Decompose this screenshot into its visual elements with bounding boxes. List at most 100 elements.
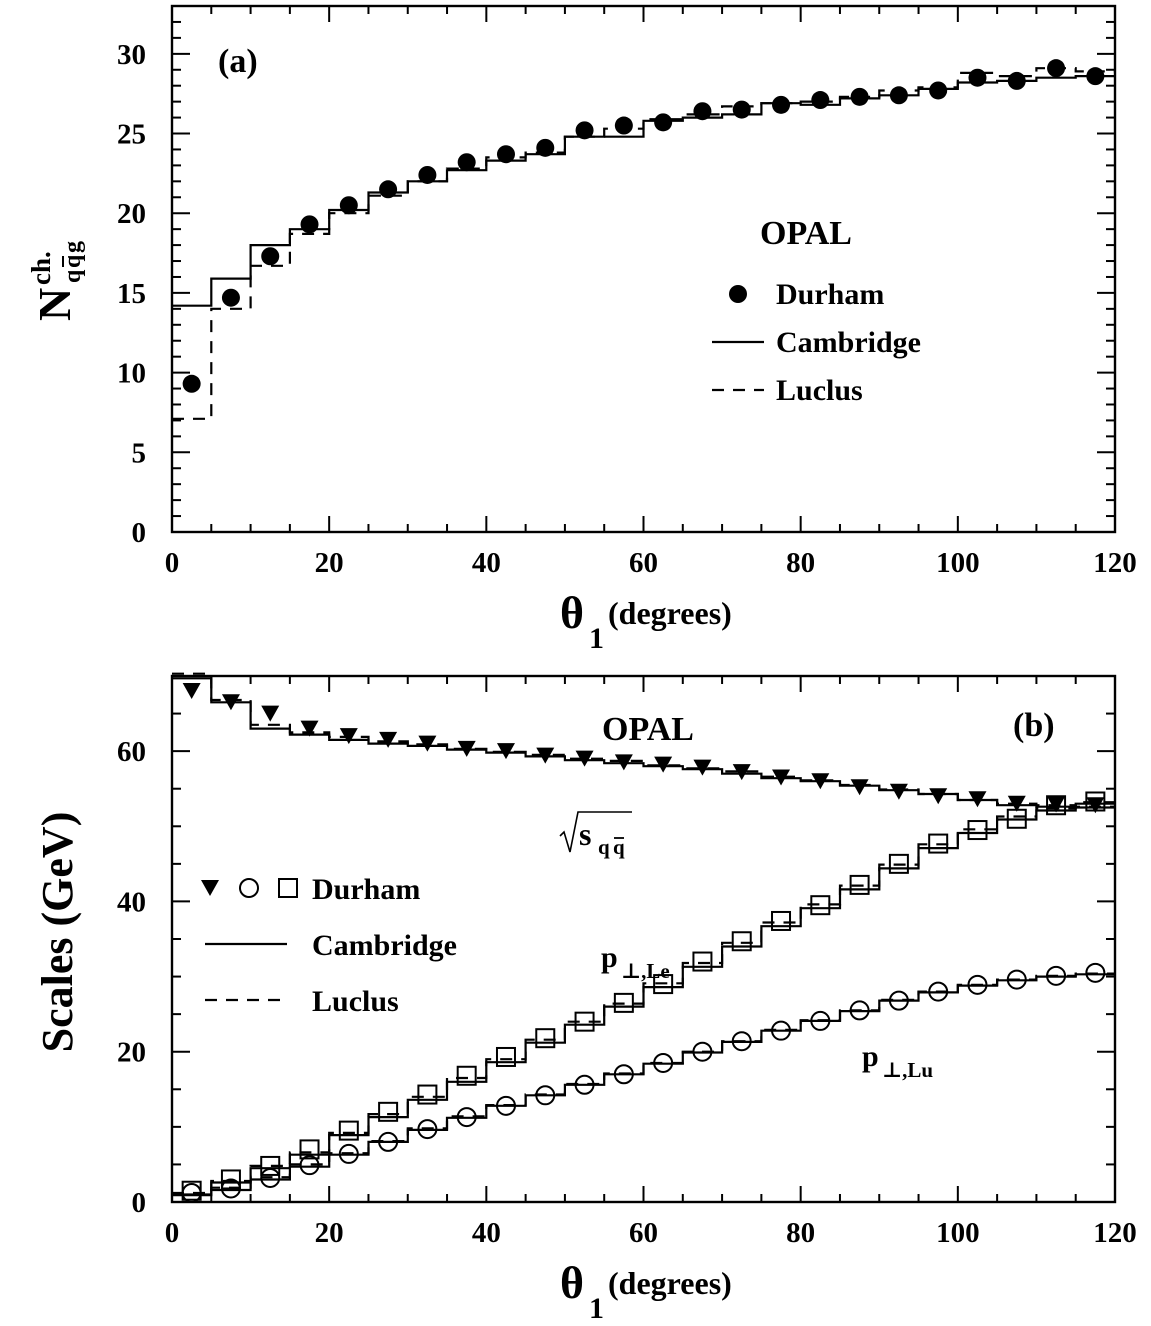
data-point-b-sqrt-s-durham xyxy=(300,720,319,737)
data-point-b-sqrt-s-durham xyxy=(850,779,869,796)
sqrt-s-sub-2: q xyxy=(613,835,625,859)
y-axis-label-a: N ch. q q g xyxy=(26,241,86,321)
axis-ticks-a xyxy=(171,5,1116,533)
y-label-a-sup: ch. xyxy=(26,251,56,285)
a-ytick-label: 0 xyxy=(132,517,147,549)
data-point-b-p-lu-durham xyxy=(299,1155,320,1176)
data-point-a-durham xyxy=(1086,67,1105,86)
data-point-a-durham xyxy=(1007,71,1026,90)
sqrt-sign xyxy=(559,811,632,853)
data-point-a-durham xyxy=(339,196,358,215)
a-xtick-label: 20 xyxy=(315,547,344,579)
a-xtick-label: 80 xyxy=(786,547,815,579)
data-point-b-sqrt-s-durham xyxy=(379,731,398,748)
legend-b-circle-marker xyxy=(239,878,259,898)
data-point-b-sqrt-s-durham xyxy=(457,740,476,757)
data-point-b-p-le-durham xyxy=(810,895,831,916)
p-lu-sub: ⊥,Lu xyxy=(882,1058,933,1082)
data-point-a-durham xyxy=(968,68,987,87)
annotation-sqrt-s: s q q xyxy=(559,811,632,859)
data-point-b-p-lu-durham xyxy=(456,1107,477,1128)
data-point-a-durham xyxy=(693,102,712,121)
data-point-b-p-le-durham xyxy=(771,910,792,931)
panel-label-b: (b) xyxy=(1013,707,1055,744)
b-xtick-label: 0 xyxy=(165,1217,180,1249)
x-label-b-sub: 1 xyxy=(589,1292,604,1325)
panel-label-a: (a) xyxy=(218,43,258,80)
data-point-a-durham xyxy=(300,215,319,234)
data-point-a-durham xyxy=(496,145,515,164)
b-xtick-label: 60 xyxy=(629,1217,658,1249)
data-point-b-p-lu-durham xyxy=(338,1143,359,1164)
data-point-b-sqrt-s-durham xyxy=(1007,795,1026,812)
data-point-b-sqrt-s-durham xyxy=(1086,797,1105,814)
legend-b-triangle-marker xyxy=(201,880,219,896)
data-point-a-durham xyxy=(850,87,869,106)
data-point-b-sqrt-s-durham xyxy=(261,705,280,722)
data-point-b-p-le-durham xyxy=(378,1101,399,1122)
data-point-b-p-lu-durham xyxy=(1006,969,1027,990)
data-point-b-p-le-durham xyxy=(417,1084,438,1105)
data-point-b-sqrt-s-durham xyxy=(968,791,987,808)
data-point-a-durham xyxy=(772,95,791,114)
data-point-a-durham xyxy=(575,121,594,140)
a-xtick-label: 120 xyxy=(1093,547,1137,579)
data-point-b-p-lu-durham xyxy=(692,1041,713,1062)
data-point-a-durham xyxy=(654,113,673,132)
data-point-b-sqrt-s-durham xyxy=(889,783,908,800)
data-point-b-p-le-durham xyxy=(888,853,909,874)
data-point-b-p-le-durham xyxy=(849,874,870,895)
data-point-b-p-lu-durham xyxy=(181,1182,202,1203)
panel-a: 0 20 40 60 80 100 120 0 5 10 15 20 25 30 (a) OPAL Dur… xyxy=(26,4,1137,655)
data-point-b-sqrt-s-durham xyxy=(654,756,673,773)
data-point-b-sqrt-s-durham xyxy=(772,769,791,786)
data-point-b-p-le-durham xyxy=(574,1011,595,1032)
legend-luclus-label: Luclus xyxy=(776,374,863,407)
y-label-a-sub-2: q xyxy=(60,254,86,268)
a-xtick-label: 60 xyxy=(629,547,658,579)
histograms-b xyxy=(172,672,1115,1197)
data-point-a-durham xyxy=(221,288,240,307)
p-le-sub: ⊥,Le xyxy=(621,959,670,983)
x-label-a-units: (degrees) xyxy=(608,595,732,631)
data-point-b-p-le-durham xyxy=(260,1155,281,1176)
a-xtick-label: 100 xyxy=(936,547,980,579)
a-ytick-label: 15 xyxy=(117,278,146,310)
data-point-b-p-lu-durham xyxy=(771,1020,792,1041)
y-label-a-sub-1: q xyxy=(60,269,86,283)
data-point-b-p-le-durham xyxy=(692,951,713,972)
legend-b-durham-label: Durham xyxy=(312,873,420,906)
axis-ticks-b xyxy=(171,675,1116,1203)
b-xtick-label: 100 xyxy=(936,1217,980,1249)
sqrt-s-sub-1: q xyxy=(598,835,610,859)
histogram-b-sqrt-s-luclus xyxy=(172,672,1115,808)
data-point-b-p-le-durham xyxy=(456,1065,477,1086)
data-point-a-durham xyxy=(261,247,280,266)
a-ytick-label: 20 xyxy=(117,198,146,230)
data-point-b-sqrt-s-durham xyxy=(182,683,201,700)
data-point-b-sqrt-s-durham xyxy=(811,773,830,790)
data-point-b-sqrt-s-durham xyxy=(418,735,437,752)
data-point-b-sqrt-s-durham xyxy=(614,754,633,771)
data-point-b-sqrt-s-durham xyxy=(693,759,712,776)
x-axis-label-a: θ 1 (degrees) xyxy=(560,587,732,655)
x-label-a-theta: θ xyxy=(560,587,584,638)
data-point-b-p-lu-durham xyxy=(535,1085,556,1106)
legend-title-opal: OPAL xyxy=(760,215,852,252)
data-point-b-p-le-durham xyxy=(1085,791,1106,812)
data-point-a-durham xyxy=(929,81,948,100)
data-point-b-p-lu-durham xyxy=(1085,962,1106,983)
experiment-label-b: OPAL xyxy=(602,711,694,748)
data-point-a-durham xyxy=(889,86,908,105)
legend-a: OPAL Durham Cambridge Luclus xyxy=(712,215,921,407)
data-point-b-p-lu-durham xyxy=(417,1119,438,1140)
histogram-b-p-le-luclus xyxy=(172,801,1115,1195)
x-label-b-theta: θ xyxy=(560,1257,584,1308)
data-point-a-durham xyxy=(182,374,201,393)
legend-b: Durham Cambridge Luclus xyxy=(201,873,457,1018)
panel-b: 0 20 40 60 80 100 120 0 20 40 60 (b) OPAL s q q p … xyxy=(33,672,1137,1325)
sqrt-s-main: s xyxy=(579,816,591,852)
p-le-main: p xyxy=(601,941,618,974)
data-point-a-durham xyxy=(811,91,830,110)
data-point-b-p-lu-durham xyxy=(810,1010,831,1031)
